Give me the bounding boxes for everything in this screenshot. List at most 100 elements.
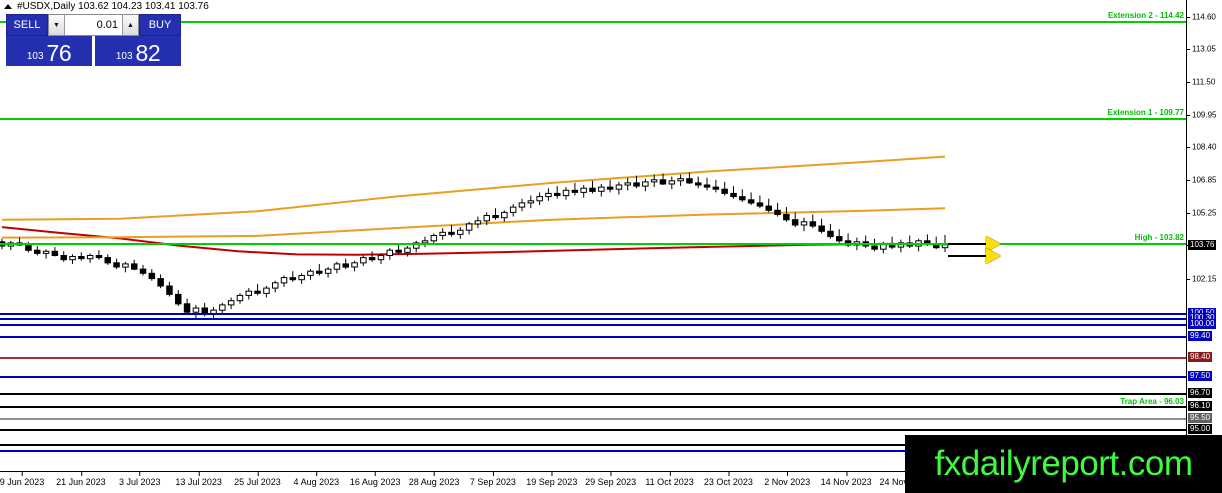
date-tick: 16 Aug 2023 xyxy=(349,472,401,487)
price-tick: 106.85 xyxy=(1187,175,1222,185)
price-axis-tag: 100.30 xyxy=(1188,312,1217,323)
price-tick-label: 113.05 xyxy=(1192,44,1216,54)
date-tick: 4 Aug 2023 xyxy=(293,472,340,487)
price-tick-label: 102.15 xyxy=(1192,274,1217,284)
price-level-line xyxy=(0,118,1186,121)
arrow-shaft xyxy=(948,243,986,246)
buy-arrow-marker-lower xyxy=(948,248,1001,265)
price-level-line xyxy=(0,393,1186,396)
price-axis-tag: 96.70 xyxy=(1188,388,1213,399)
price-axis-tag: 96.10 xyxy=(1188,400,1213,411)
date-tick: 2 Nov 2023 xyxy=(764,472,811,487)
date-tick-label: 19 Sep 2023 xyxy=(526,477,578,487)
price-axis-tag: 95.50 xyxy=(1188,413,1213,424)
price-level-line xyxy=(0,449,1186,452)
date-tick: 23 Oct 2023 xyxy=(703,472,753,487)
sell-button[interactable]: SELL xyxy=(6,14,48,36)
date-tick-label: 14 Nov 2023 xyxy=(820,477,872,487)
price-axis-tag: 95.00 xyxy=(1188,423,1213,434)
arrow-shaft xyxy=(948,255,986,258)
date-tick-label: 2 Nov 2023 xyxy=(764,477,811,487)
triangle-up-icon[interactable] xyxy=(4,3,12,9)
date-tick-label: 25 Jul 2023 xyxy=(234,477,281,487)
price-level-line xyxy=(0,317,1186,320)
indicator-line xyxy=(1,207,946,239)
chart-plot-area[interactable]: Extension 2 - 114.42 Extension 1 - 109.77… xyxy=(0,0,1186,471)
one-click-trading-panel[interactable]: SELL ▼ 0.01 ▲ BUY 103 76 103 82 xyxy=(6,14,181,66)
price-axis[interactable]: 114.60 113.05 111.50 109.95 108.40 106.85 105.… xyxy=(1186,0,1222,476)
date-tick-label: 29 Sep 2023 xyxy=(585,477,637,487)
chevron-up-icon[interactable]: ▲ xyxy=(122,15,138,35)
arrow-head-icon xyxy=(986,248,1001,265)
buy-price-display[interactable]: 103 82 xyxy=(95,36,181,66)
chevron-down-icon[interactable]: ▼ xyxy=(49,15,65,35)
price-axis-tag: 98.40 xyxy=(1188,352,1213,363)
date-tick-label: 28 Aug 2023 xyxy=(408,477,460,487)
date-tick: 9 Jun 2023 xyxy=(0,472,45,487)
date-tick: 29 Sep 2023 xyxy=(585,472,637,487)
date-tick: 7 Sep 2023 xyxy=(469,472,516,487)
date-tick-label: 21 Jun 2023 xyxy=(56,477,106,487)
date-tick-label: 9 Jun 2023 xyxy=(0,477,45,487)
price-axis-tag: 103.76 xyxy=(1188,239,1217,250)
price-tick: 105.25 xyxy=(1187,208,1222,218)
site-watermark: fxdailyreport.com xyxy=(905,435,1222,493)
price-tick: 111.50 xyxy=(1187,77,1222,87)
price-axis-tag: 99.40 xyxy=(1188,331,1213,342)
date-tick-label: 3 Jul 2023 xyxy=(118,477,161,487)
price-level-line xyxy=(0,323,1186,326)
sell-price-whole: 103 xyxy=(26,51,44,62)
price-tick-label: 111.50 xyxy=(1192,77,1216,87)
level-annotation-label: High - 103.82 xyxy=(1134,233,1184,243)
date-tick: 25 Jul 2023 xyxy=(234,472,281,487)
price-tick: 114.60 xyxy=(1187,12,1222,22)
trade-panel-price-row: 103 76 103 82 xyxy=(6,36,181,66)
price-tick: 108.40 xyxy=(1187,142,1222,152)
candlestick-series xyxy=(0,172,949,320)
price-axis-tag: 97.50 xyxy=(1188,371,1213,382)
symbol-header: #USDX,Daily 103.62 104.23 103.41 103.76 xyxy=(0,0,209,12)
date-tick: 13 Jul 2023 xyxy=(175,472,222,487)
date-tick-label: 23 Oct 2023 xyxy=(703,477,753,487)
date-tick-label: 4 Aug 2023 xyxy=(293,477,340,487)
price-level-line xyxy=(0,313,1186,316)
level-annotation-label: Trap Area - 96.03 xyxy=(1120,397,1184,407)
price-level-line xyxy=(0,405,1186,408)
sell-price-pips: 76 xyxy=(46,40,72,66)
level-annotation-label: Extension 1 - 109.77 xyxy=(1107,108,1184,118)
buy-price-pips: 82 xyxy=(135,40,161,66)
price-tick-label: 106.85 xyxy=(1192,175,1217,185)
lot-size-input[interactable]: 0.01 xyxy=(96,19,118,31)
price-tick: 113.05 xyxy=(1187,44,1222,54)
price-level-line xyxy=(0,336,1186,339)
price-tick-label: 114.60 xyxy=(1192,12,1216,22)
date-tick: 14 Nov 2023 xyxy=(820,472,872,487)
date-tick-label: 7 Sep 2023 xyxy=(469,477,516,487)
buy-price-whole: 103 xyxy=(115,51,133,62)
date-tick: 19 Sep 2023 xyxy=(526,472,578,487)
chart-canvas xyxy=(0,155,949,320)
lot-size-stepper[interactable]: ▼ 0.01 ▲ xyxy=(48,14,139,36)
price-level-line xyxy=(0,418,1186,421)
date-tick: 3 Jul 2023 xyxy=(118,472,161,487)
date-tick: 11 Oct 2023 xyxy=(645,472,694,487)
price-level-line xyxy=(0,357,1186,360)
price-axis-tag: 100.00 xyxy=(1188,318,1217,329)
date-tick: 28 Aug 2023 xyxy=(408,472,460,487)
indicator-line xyxy=(1,155,946,221)
price-tick-label: 108.40 xyxy=(1192,142,1217,152)
date-tick-label: 16 Aug 2023 xyxy=(349,477,401,487)
date-tick: 21 Jun 2023 xyxy=(56,472,106,487)
buy-button[interactable]: BUY xyxy=(139,14,181,36)
sell-price-display[interactable]: 103 76 xyxy=(6,36,92,66)
price-level-line xyxy=(0,243,1186,246)
level-annotation-label: Extension 2 - 114.42 xyxy=(1107,10,1184,20)
price-tick: 102.15 xyxy=(1187,274,1222,284)
price-level-line xyxy=(0,428,1186,431)
time-axis[interactable]: 9 Jun 2023 21 Jun 2023 3 Jul 2023 13 Jul 20… xyxy=(0,471,1186,493)
price-tick-label: 109.95 xyxy=(1192,110,1217,120)
price-level-line xyxy=(0,443,1186,446)
date-tick-label: 13 Jul 2023 xyxy=(175,477,222,487)
price-tick-label: 105.25 xyxy=(1192,208,1217,218)
